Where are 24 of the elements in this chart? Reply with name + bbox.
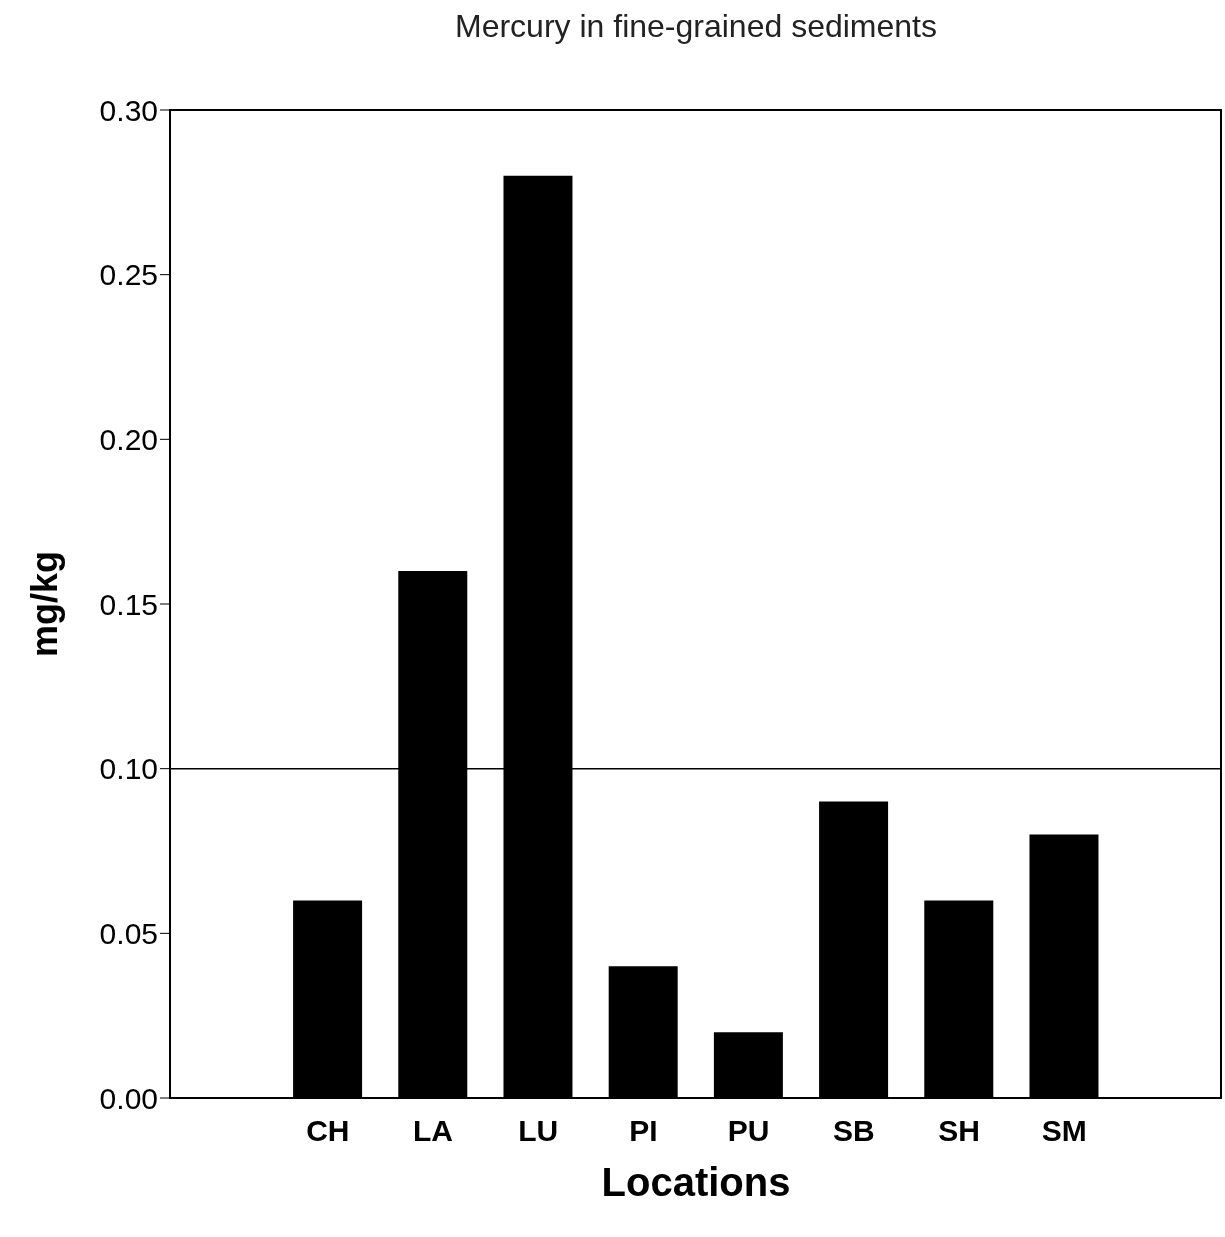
bar — [924, 900, 994, 1098]
x-axis-title: Locations — [600, 1160, 792, 1205]
y-tick-label: 0.25 — [99, 258, 158, 292]
bar — [819, 801, 889, 1098]
x-tick-label: PU — [727, 1114, 770, 1148]
x-tick-label: SB — [832, 1114, 875, 1148]
y-tick-label: 0.10 — [99, 752, 158, 786]
x-tick-label: SM — [1041, 1114, 1087, 1148]
y-axis-title: mg/kg — [24, 550, 66, 658]
chart-title: Mercury in fine-grained sediments — [454, 8, 938, 45]
y-tick-label: 0.05 — [99, 916, 158, 950]
y-tick-label: 0.15 — [99, 587, 158, 621]
y-tick-label: 0.20 — [99, 422, 158, 456]
bar — [1029, 834, 1099, 1098]
x-tick-label: PI — [629, 1114, 658, 1148]
bar — [293, 900, 363, 1098]
x-tick-label: SH — [938, 1114, 980, 1148]
bar — [713, 1032, 783, 1098]
x-tick-label: CH — [306, 1114, 350, 1148]
x-tick-label: LU — [518, 1114, 559, 1148]
y-tick-label: 0.00 — [99, 1081, 158, 1115]
bar — [608, 966, 678, 1098]
x-tick-label: LA — [413, 1114, 453, 1148]
y-tick-label: 0.30 — [99, 93, 158, 127]
